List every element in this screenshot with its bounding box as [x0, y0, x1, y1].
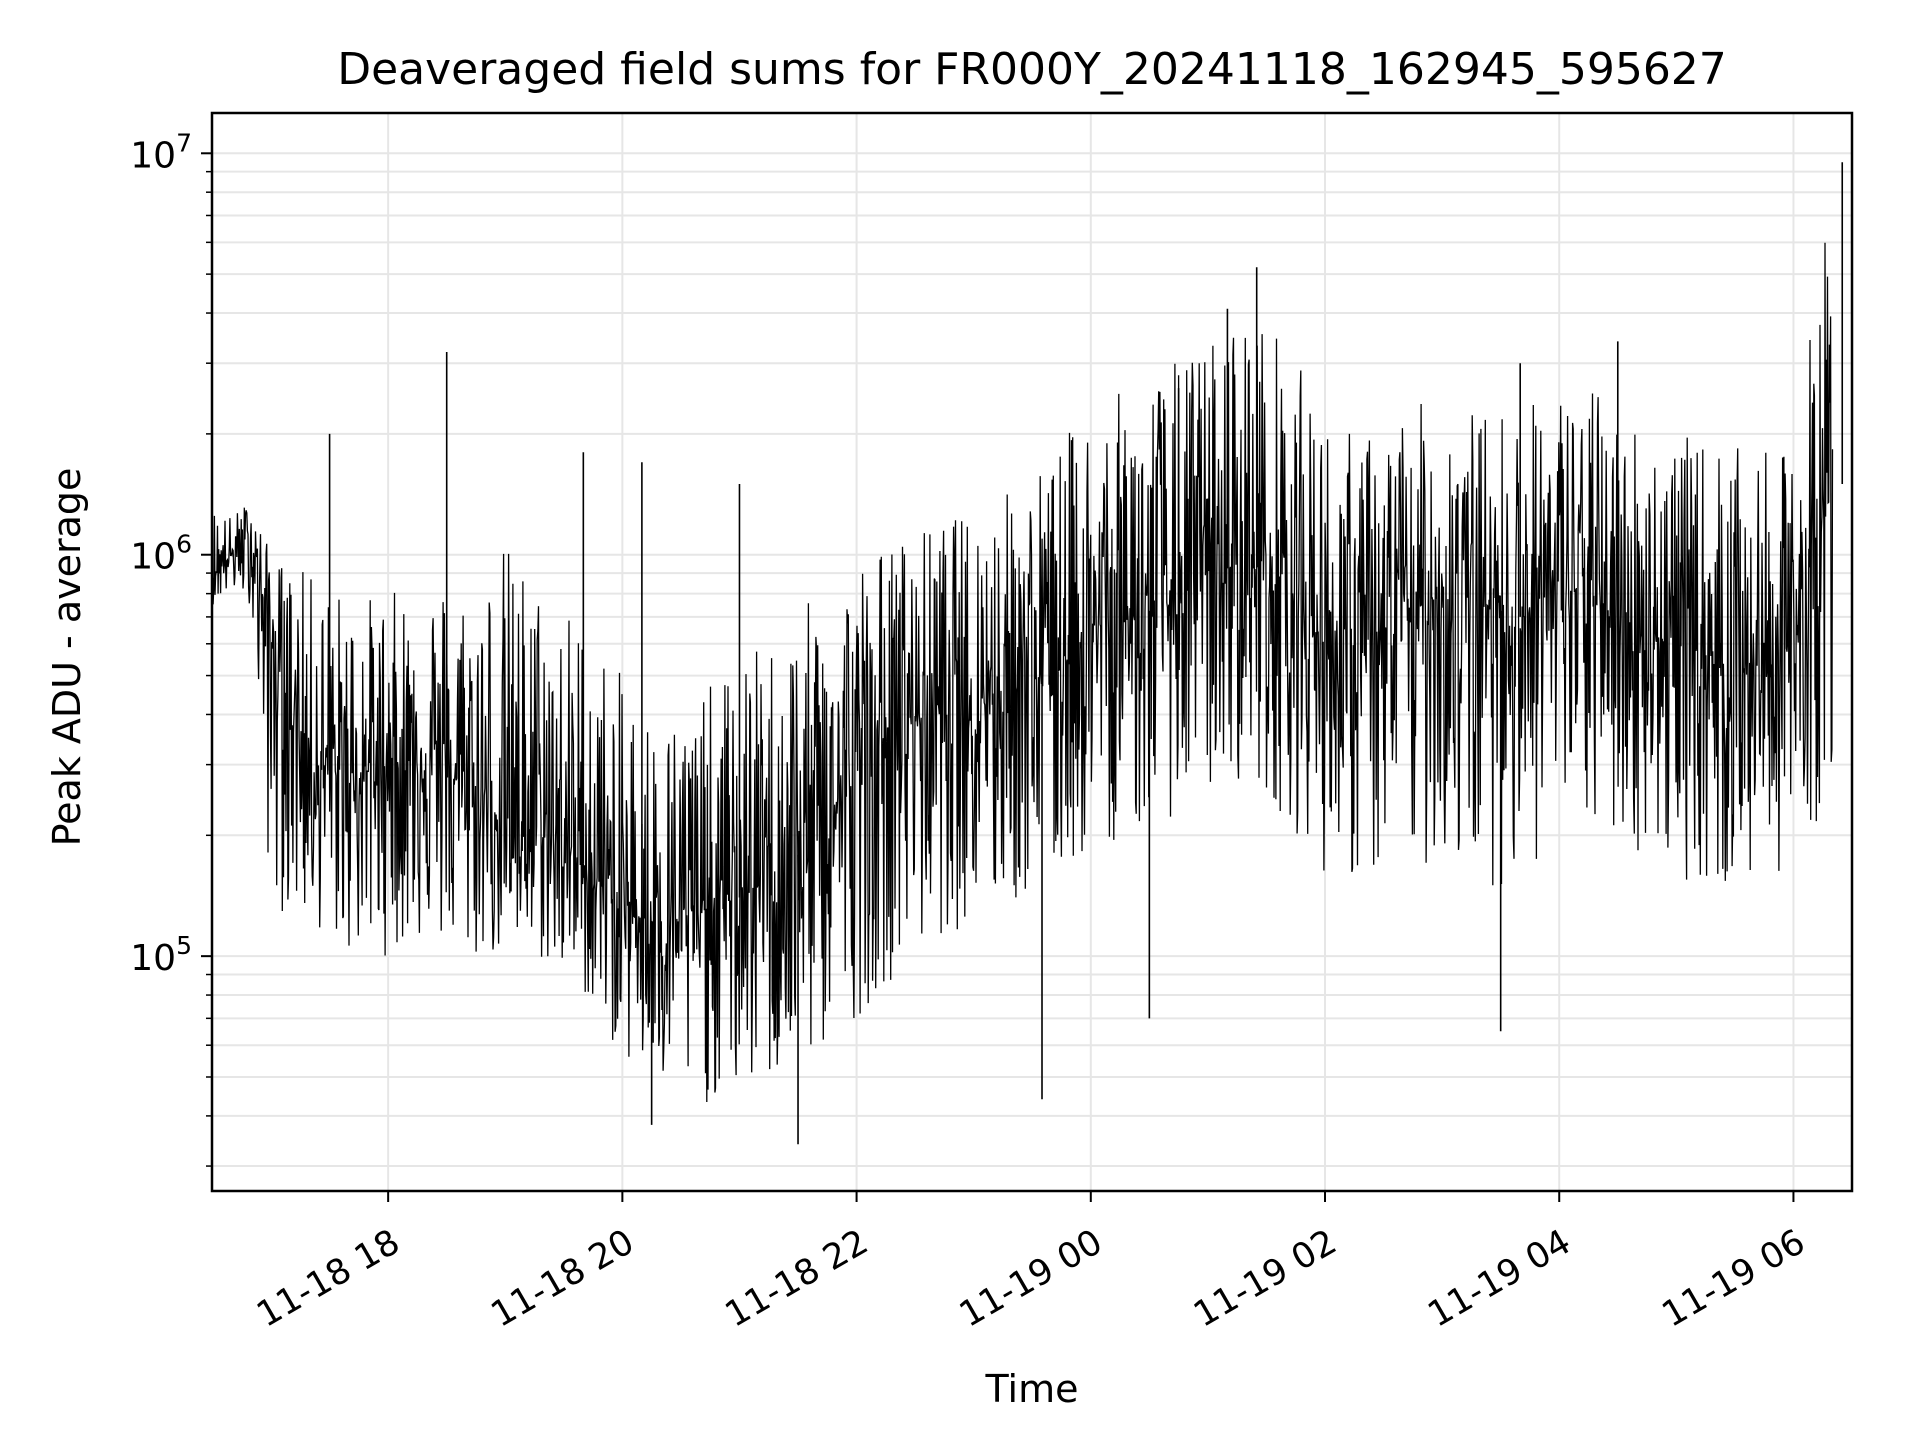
y-tick-label: 107	[130, 128, 192, 176]
chart-title: Deaveraged field sums for FR000Y_2024111…	[337, 44, 1727, 95]
y-tick-label: 105	[130, 931, 192, 979]
data-series	[211, 162, 1844, 1145]
plot-area-border	[210, 111, 1854, 1193]
y-axis-label: Peak ADU - average	[45, 468, 89, 847]
y-tick-label: 106	[130, 530, 192, 578]
x-axis-label: Time	[985, 1367, 1079, 1411]
series-trace	[211, 242, 1834, 1103]
